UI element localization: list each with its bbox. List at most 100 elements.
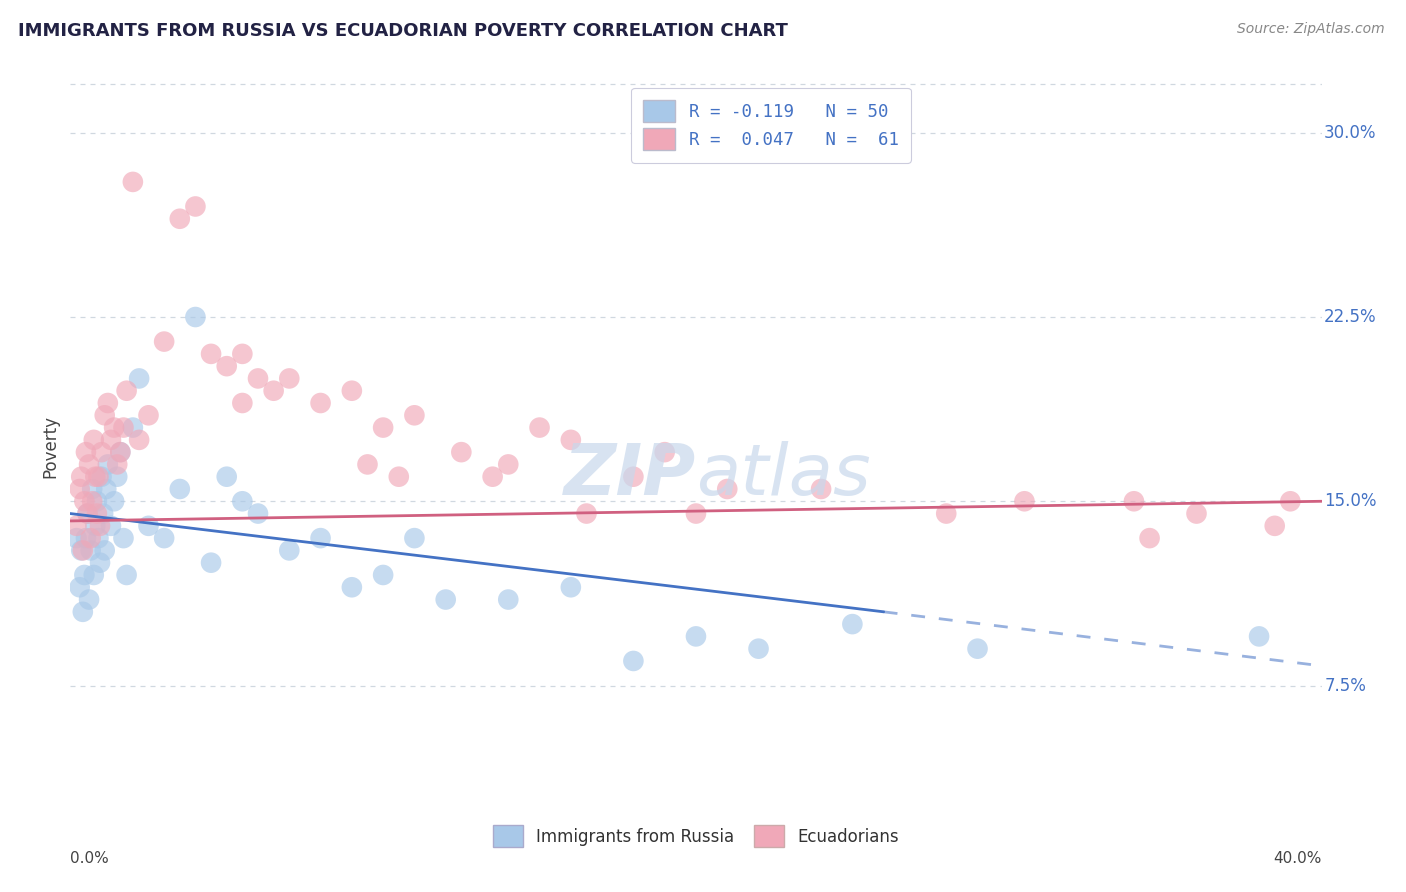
- Point: [841, 617, 863, 632]
- Point: [529, 420, 551, 434]
- Point: [69, 580, 91, 594]
- Point: [90, 469, 112, 483]
- Point: [309, 531, 332, 545]
- Point: [128, 433, 150, 447]
- Point: [810, 482, 832, 496]
- Point: [76, 507, 98, 521]
- Point: [1264, 519, 1286, 533]
- Point: [138, 519, 160, 533]
- Text: Source: ZipAtlas.com: Source: ZipAtlas.com: [1237, 22, 1385, 37]
- Point: [498, 592, 520, 607]
- Y-axis label: Poverty: Poverty: [41, 415, 59, 477]
- Text: 22.5%: 22.5%: [1324, 308, 1376, 326]
- Point: [371, 420, 394, 434]
- Point: [404, 409, 426, 423]
- Point: [560, 433, 582, 447]
- Point: [73, 568, 96, 582]
- Point: [309, 396, 332, 410]
- Point: [434, 592, 457, 607]
- Point: [169, 482, 191, 496]
- Point: [91, 507, 114, 521]
- Text: ZIP: ZIP: [564, 442, 696, 510]
- Point: [115, 384, 138, 398]
- Point: [263, 384, 285, 398]
- Point: [231, 494, 253, 508]
- Point: [356, 458, 378, 472]
- Point: [121, 175, 145, 189]
- Point: [82, 494, 104, 508]
- Point: [75, 445, 97, 459]
- Point: [685, 629, 707, 643]
- Point: [231, 347, 253, 361]
- Point: [103, 494, 125, 508]
- Point: [371, 568, 394, 582]
- Point: [184, 310, 207, 324]
- Point: [169, 211, 191, 226]
- Point: [184, 199, 207, 213]
- Point: [231, 396, 253, 410]
- Point: [70, 543, 93, 558]
- Point: [79, 531, 101, 545]
- Point: [450, 445, 472, 459]
- Text: 0.0%: 0.0%: [70, 851, 110, 866]
- Point: [621, 654, 644, 668]
- Point: [89, 519, 111, 533]
- Point: [404, 531, 426, 545]
- Point: [103, 420, 125, 434]
- Point: [716, 482, 738, 496]
- Point: [90, 445, 112, 459]
- Point: [84, 519, 107, 533]
- Legend: Immigrants from Russia, Ecuadorians: Immigrants from Russia, Ecuadorians: [486, 819, 905, 854]
- Point: [966, 641, 988, 656]
- Text: 7.5%: 7.5%: [1324, 676, 1367, 695]
- Point: [83, 568, 105, 582]
- Point: [75, 531, 97, 545]
- Point: [97, 458, 120, 472]
- Point: [105, 469, 128, 483]
- Point: [200, 347, 222, 361]
- Point: [65, 531, 87, 545]
- Point: [278, 371, 301, 385]
- Point: [1185, 507, 1208, 521]
- Point: [72, 605, 94, 619]
- Point: [110, 445, 132, 459]
- Text: 15.0%: 15.0%: [1324, 492, 1376, 510]
- Point: [575, 507, 598, 521]
- Text: 30.0%: 30.0%: [1324, 124, 1376, 142]
- Text: 40.0%: 40.0%: [1274, 851, 1322, 866]
- Point: [340, 384, 363, 398]
- Point: [1139, 531, 1161, 545]
- Point: [935, 507, 957, 521]
- Point: [69, 482, 91, 496]
- Point: [77, 458, 100, 472]
- Point: [1014, 494, 1036, 508]
- Point: [83, 433, 105, 447]
- Point: [93, 543, 115, 558]
- Point: [153, 334, 176, 349]
- Point: [481, 469, 503, 483]
- Point: [685, 507, 707, 521]
- Point: [340, 580, 363, 594]
- Point: [100, 433, 122, 447]
- Point: [70, 469, 93, 483]
- Point: [1279, 494, 1302, 508]
- Point: [215, 359, 238, 373]
- Point: [121, 420, 145, 434]
- Point: [138, 409, 160, 423]
- Point: [112, 420, 135, 434]
- Point: [153, 531, 176, 545]
- Point: [77, 592, 100, 607]
- Point: [87, 531, 110, 545]
- Point: [96, 482, 118, 496]
- Point: [93, 409, 115, 423]
- Point: [86, 494, 108, 508]
- Point: [115, 568, 138, 582]
- Point: [76, 507, 98, 521]
- Point: [100, 519, 122, 533]
- Point: [65, 519, 87, 533]
- Point: [112, 531, 135, 545]
- Point: [1122, 494, 1144, 508]
- Point: [1249, 629, 1271, 643]
- Point: [748, 641, 770, 656]
- Point: [654, 445, 676, 459]
